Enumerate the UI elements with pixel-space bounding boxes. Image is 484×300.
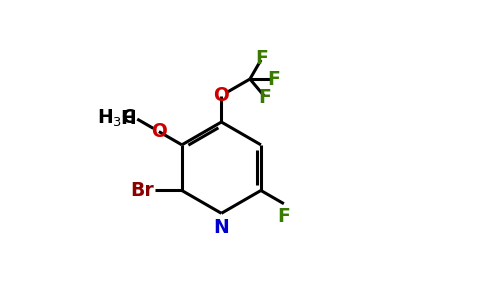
- Text: O: O: [213, 86, 229, 105]
- Text: Br: Br: [130, 181, 154, 200]
- Text: F: F: [277, 207, 290, 226]
- Text: H$_3$C: H$_3$C: [97, 108, 136, 129]
- Text: F: F: [267, 70, 280, 88]
- Text: H: H: [120, 109, 136, 128]
- Text: F: F: [258, 88, 272, 106]
- Text: N: N: [213, 218, 229, 237]
- Text: O: O: [151, 122, 167, 141]
- Text: F: F: [255, 49, 268, 68]
